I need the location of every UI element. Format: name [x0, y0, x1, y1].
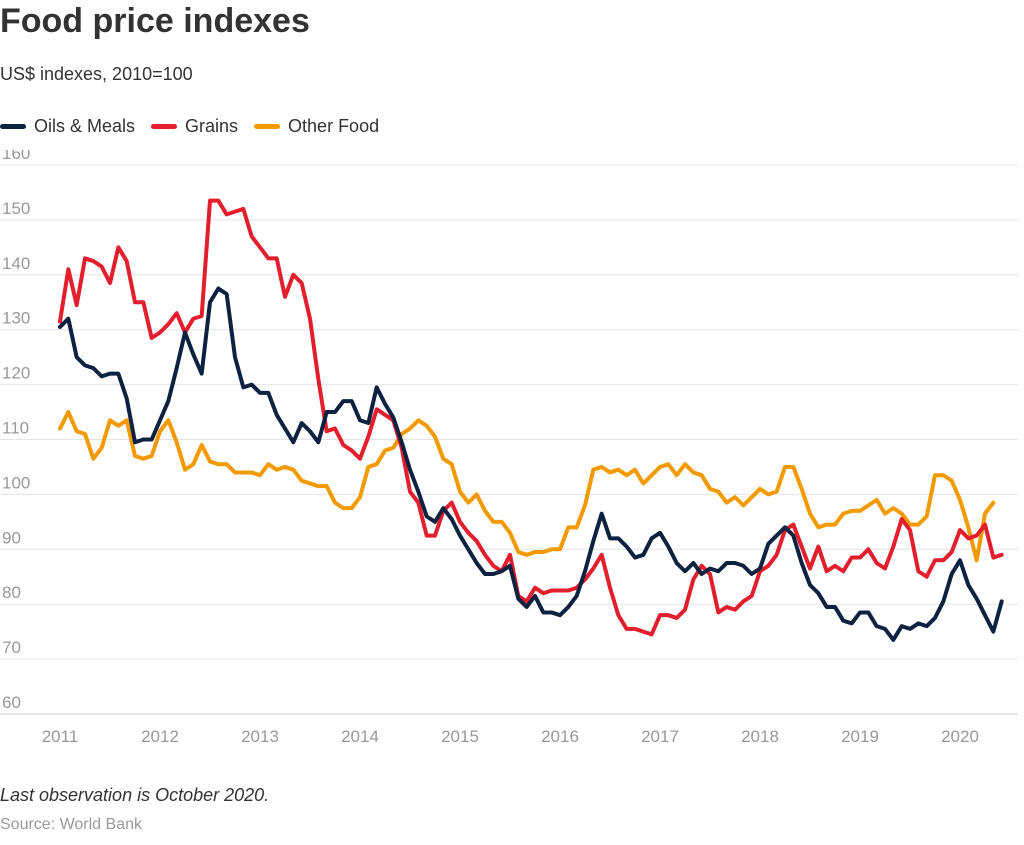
y-tick-label: 90 [2, 528, 21, 547]
legend-item-oils-meals: Oils & Meals [0, 116, 135, 137]
y-tick-label: 150 [2, 199, 30, 218]
series-line-oils-meals [58, 286, 1004, 642]
y-tick-label: 60 [2, 693, 21, 712]
y-tick-label: 140 [2, 254, 30, 273]
legend-swatch-grains [151, 124, 178, 129]
source-credit: Source: World Bank [0, 816, 142, 833]
legend-label-oils-meals: Oils & Meals [34, 116, 136, 136]
legend-swatch-other-food [254, 124, 281, 129]
y-tick-label: 110 [2, 419, 29, 438]
legend-label-grains: Grains [185, 116, 239, 136]
chart-title: Food price indexes [0, 2, 310, 40]
x-tick-label: 2011 [42, 727, 79, 746]
x-tick-label: 2012 [141, 727, 179, 746]
x-tick-label: 2015 [441, 727, 479, 746]
legend-item-other-food: Other Food [254, 116, 379, 137]
x-tick-label: 2017 [641, 727, 679, 746]
gridlines [0, 164, 1018, 715]
y-tick-label: 160 [2, 150, 30, 163]
legend-swatch-oils-meals [0, 124, 26, 129]
x-tick-label: 2020 [941, 727, 979, 746]
y-axis-tick-labels: 60 70 80 90 100 110 120 130 140 150 160 [2, 150, 30, 712]
chart-legend: Oils & Meals Grains Other Food [0, 116, 395, 137]
y-tick-label: 100 [2, 473, 30, 492]
legend-label-other-food: Other Food [288, 116, 380, 136]
chart-subtitle: US$ indexes, 2010=100 [0, 64, 193, 84]
series-lines [58, 198, 1004, 642]
y-tick-label: 130 [2, 309, 30, 328]
y-tick-label: 70 [2, 638, 21, 657]
footnote: Last observation is October 2020. [0, 785, 270, 805]
y-tick-label: 120 [2, 364, 30, 383]
x-tick-label: 2019 [841, 727, 879, 746]
x-tick-label: 2018 [741, 727, 779, 746]
series-line-grains [58, 198, 1004, 637]
x-axis-tick-labels: 2011 2012 2013 2014 2015 2016 2017 2018 2019 2020 [42, 727, 979, 746]
x-tick-label: 2016 [541, 727, 579, 746]
x-tick-label: 2014 [341, 727, 379, 746]
x-tick-label: 2013 [241, 727, 279, 746]
y-tick-label: 80 [2, 583, 21, 602]
series-line-other-food [58, 410, 996, 563]
legend-item-grains: Grains [151, 116, 238, 137]
